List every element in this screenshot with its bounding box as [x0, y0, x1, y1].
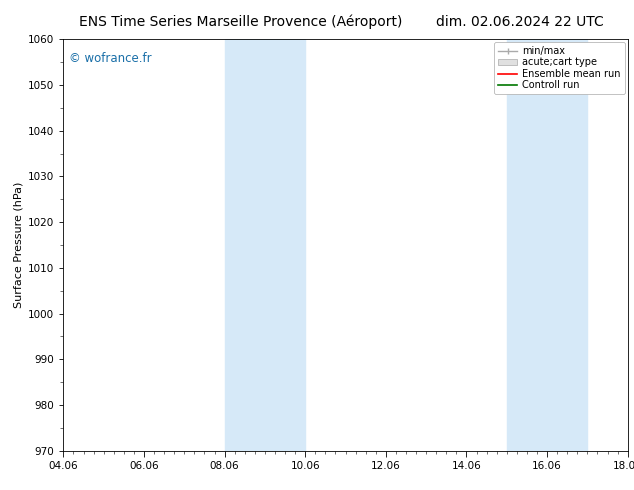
Y-axis label: Surface Pressure (hPa): Surface Pressure (hPa): [14, 182, 24, 308]
Legend: min/max, acute;cart type, Ensemble mean run, Controll run: min/max, acute;cart type, Ensemble mean …: [494, 42, 624, 94]
Text: © wofrance.fr: © wofrance.fr: [69, 51, 152, 65]
Text: ENS Time Series Marseille Provence (Aéroport): ENS Time Series Marseille Provence (Aéro…: [79, 15, 403, 29]
Bar: [224, 39, 305, 451]
Bar: [507, 39, 587, 451]
Text: dim. 02.06.2024 22 UTC: dim. 02.06.2024 22 UTC: [436, 15, 604, 29]
